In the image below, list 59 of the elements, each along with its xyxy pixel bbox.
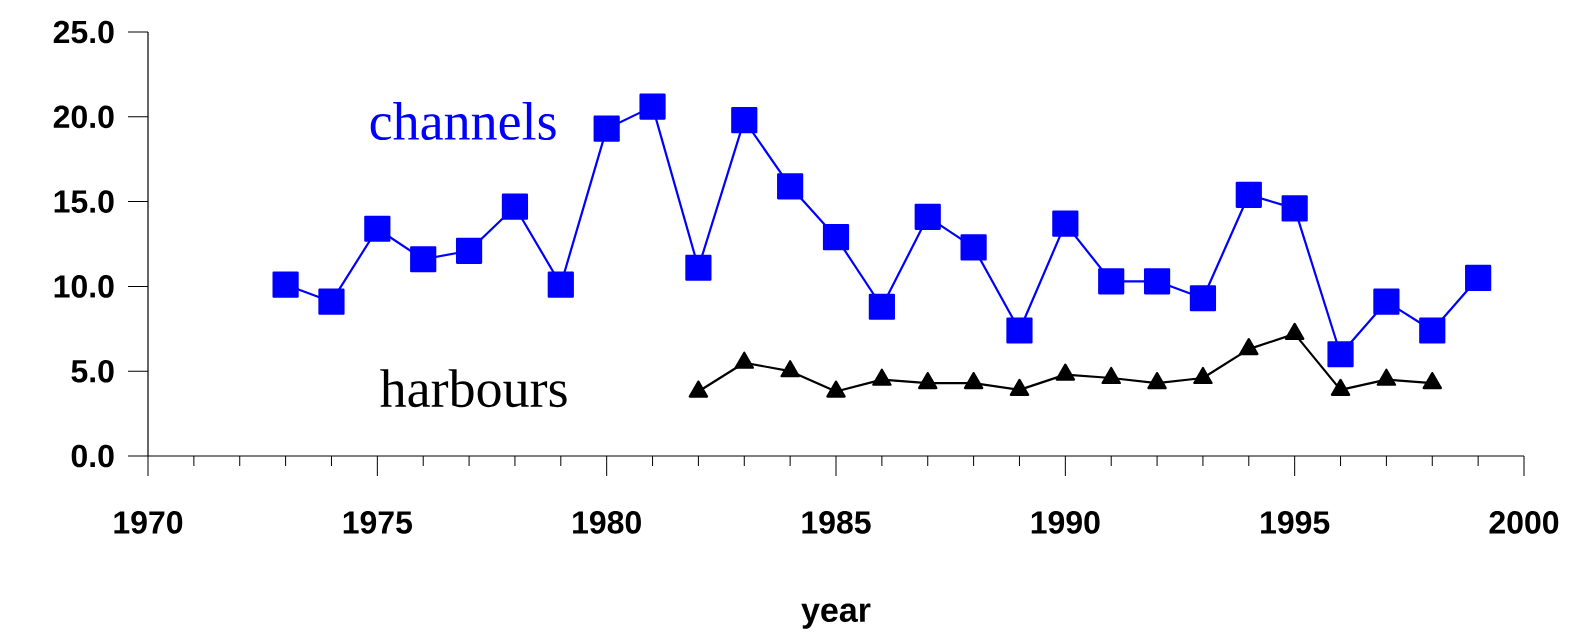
point: [1235, 181, 1262, 208]
point: [1330, 378, 1351, 396]
point: [1147, 371, 1167, 390]
x-tick-label: 1985: [802, 511, 871, 534]
point: [501, 193, 529, 220]
point: [1052, 210, 1079, 237]
point: [914, 203, 941, 230]
point: [734, 351, 755, 369]
point: [318, 288, 345, 315]
point: [364, 215, 391, 242]
point: [872, 368, 892, 386]
series-label: channels: [370, 102, 556, 141]
point: [688, 380, 709, 398]
x-tick-label: 1980: [573, 511, 641, 534]
point: [593, 115, 620, 142]
point: [1006, 317, 1033, 344]
point: [272, 271, 299, 298]
point: [1055, 363, 1076, 381]
point: [1189, 285, 1217, 312]
x-tick-label: 1990: [1031, 511, 1100, 534]
point: [1422, 371, 1443, 390]
y-tick-label: 15.0: [54, 190, 114, 213]
point: [639, 93, 666, 120]
point: [826, 380, 846, 398]
x-tick-label: 1970: [114, 511, 183, 534]
point: [1419, 317, 1446, 344]
point: [685, 254, 712, 281]
x-tick-label: 2000: [1489, 511, 1559, 534]
point: [1376, 368, 1397, 386]
point: [1373, 288, 1400, 315]
point: [1101, 366, 1121, 385]
y-tick-label: 5.0: [71, 359, 114, 383]
point: [963, 371, 984, 390]
point: [731, 107, 758, 134]
x-tick-label: 1995: [1261, 511, 1330, 534]
point: [780, 360, 800, 378]
text: harbours: [380, 369, 567, 408]
point: [547, 271, 574, 298]
point: [777, 173, 804, 200]
point: [1465, 264, 1492, 292]
point: [455, 237, 483, 264]
point: [960, 234, 987, 261]
y-tick-label: 10.0: [54, 275, 114, 298]
point: [822, 224, 850, 251]
point: [1193, 366, 1213, 385]
x-axis-title: year: [801, 603, 871, 629]
y-tick-label: 20.0: [53, 105, 114, 129]
x-tick-label: 1975: [343, 511, 413, 534]
y-tick-label: 25.0: [53, 20, 114, 44]
point: [917, 371, 938, 390]
y-tick-label: 0.0: [71, 444, 114, 468]
point: [1281, 195, 1308, 222]
point: [410, 246, 437, 273]
point: [1284, 322, 1305, 340]
point: [868, 293, 895, 320]
point: [1098, 268, 1125, 295]
point: [1009, 378, 1030, 396]
point: [1143, 268, 1171, 295]
point: [1239, 338, 1259, 356]
